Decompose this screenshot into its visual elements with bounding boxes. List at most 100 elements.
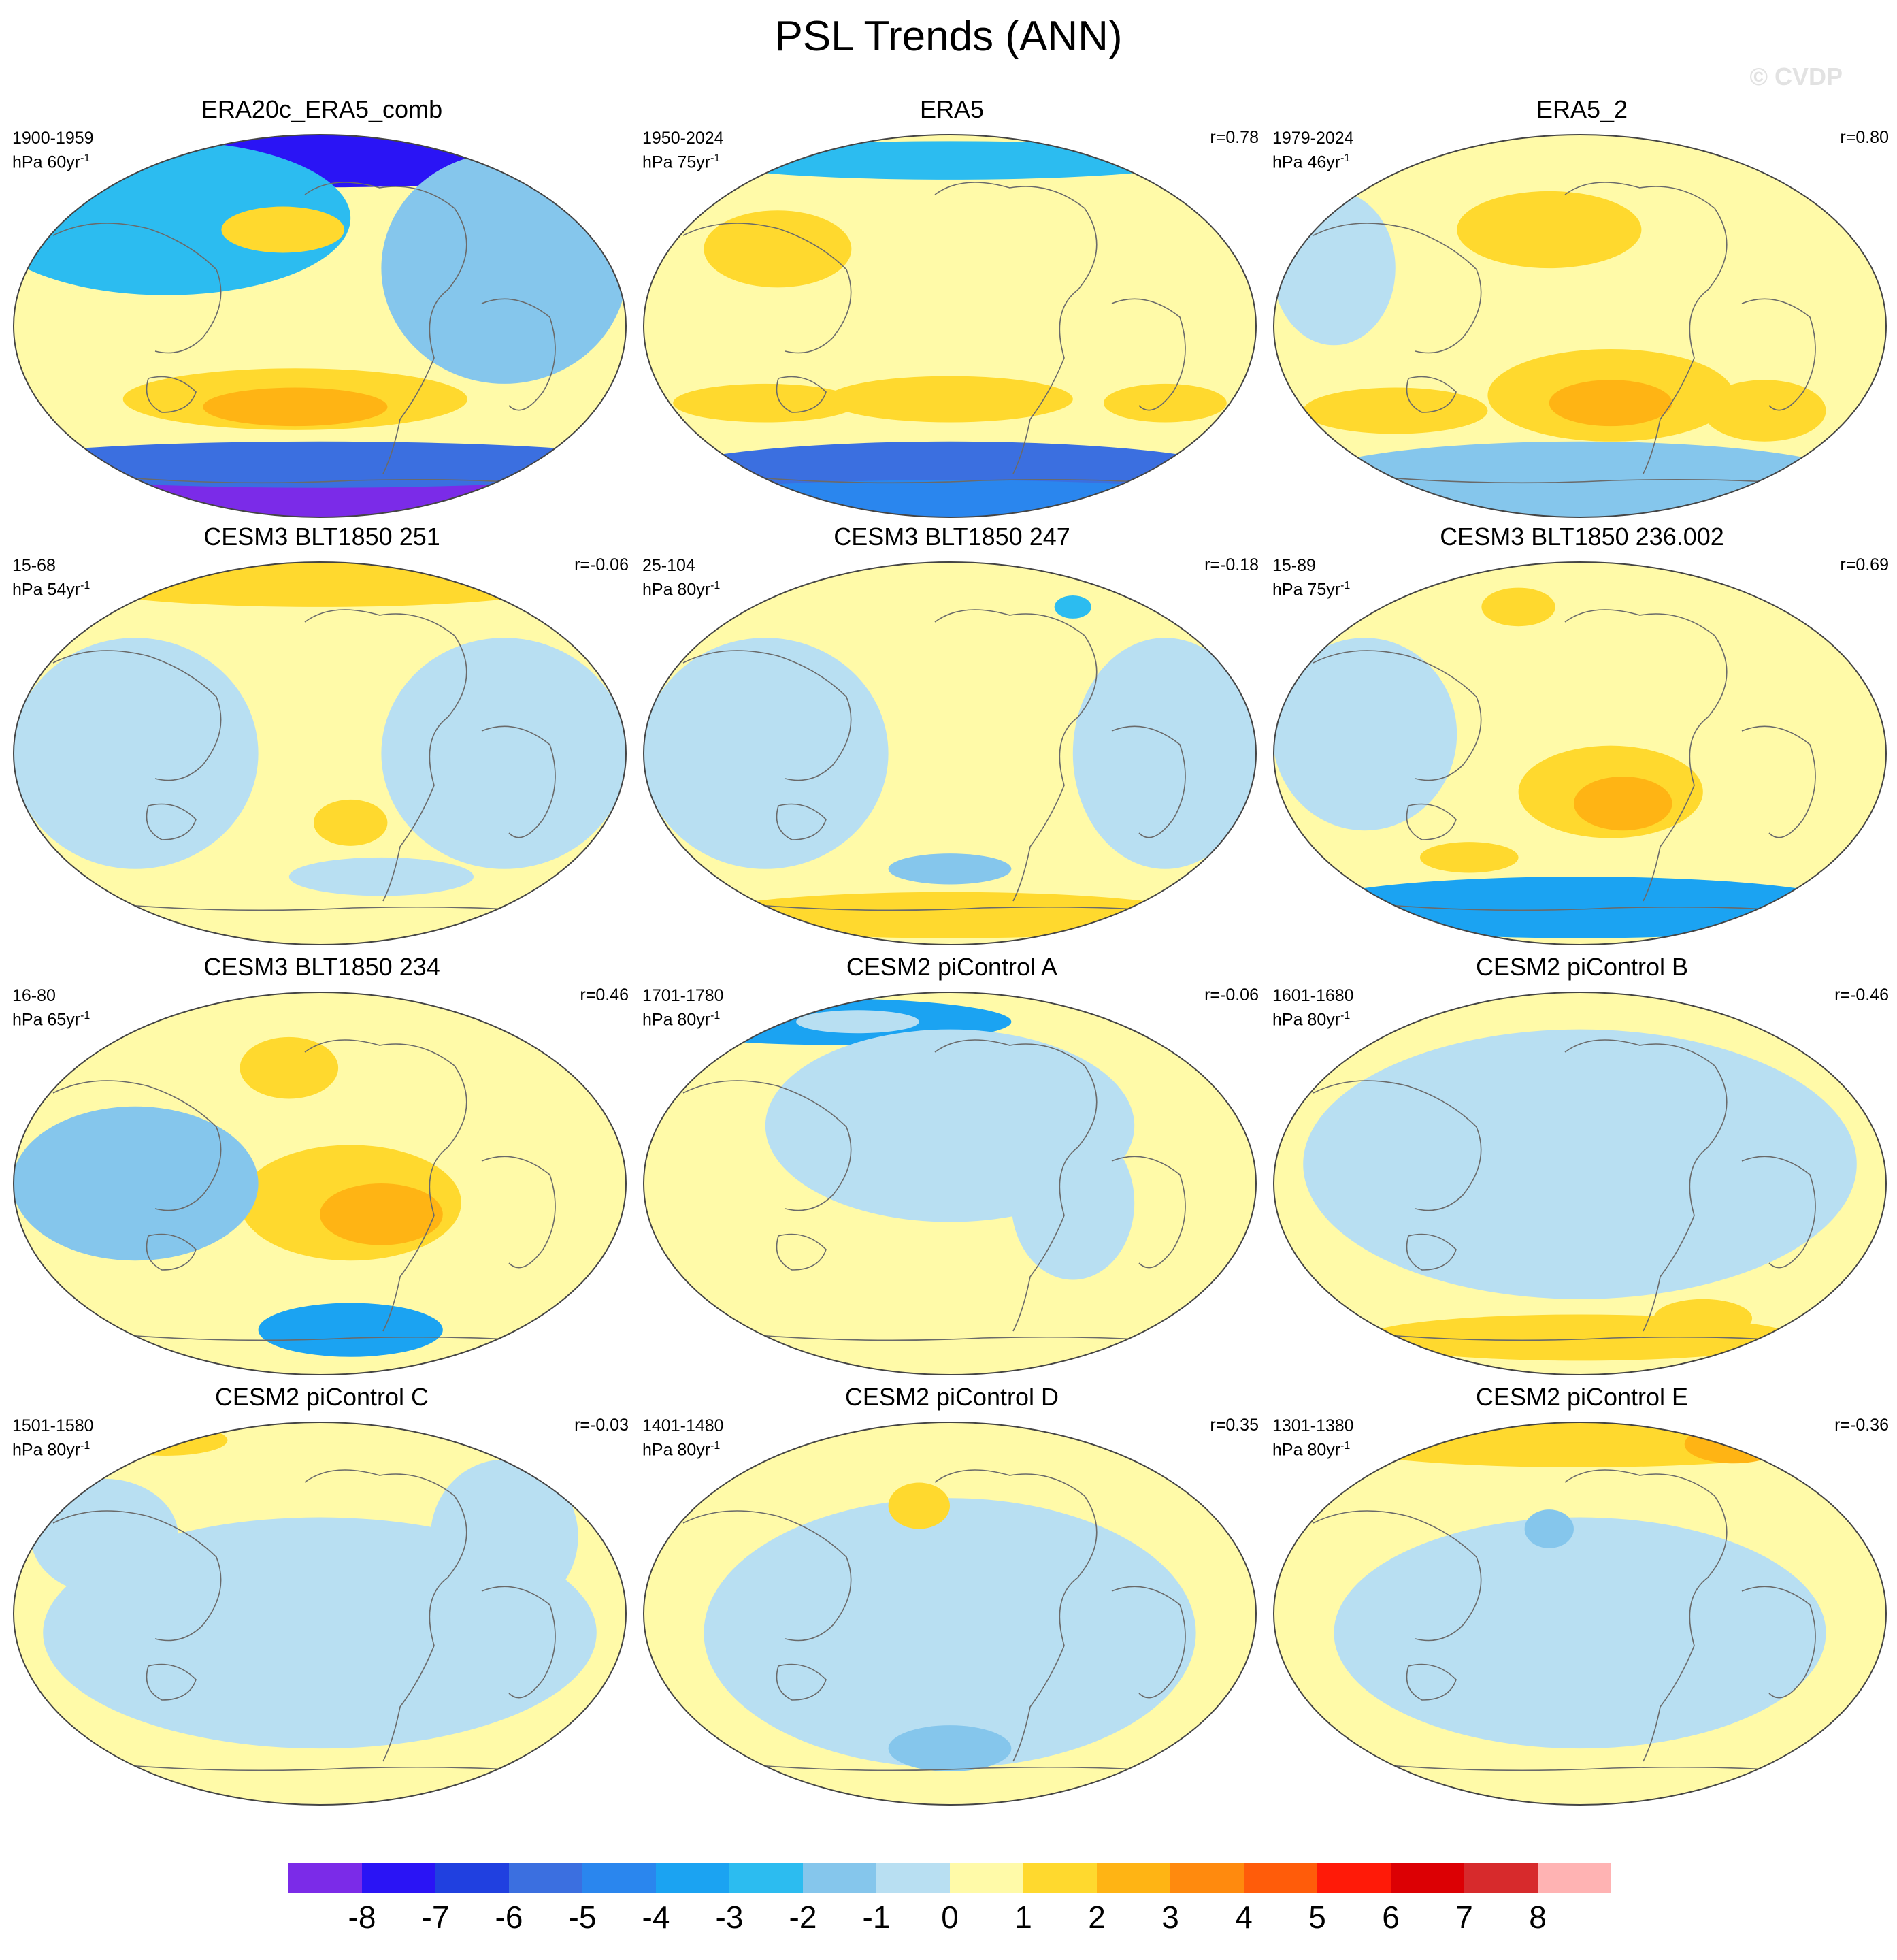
panel-title: CESM3 BLT1850 251 [203, 523, 440, 551]
coastline [1111, 1156, 1186, 1269]
coastline [146, 803, 197, 840]
coastline [52, 223, 222, 354]
panel-correlation: r=0.35 [1210, 1416, 1259, 1435]
coastline [1741, 298, 1816, 411]
contour-region [1524, 1509, 1574, 1548]
colorbar [288, 1863, 1611, 1893]
contour-region [14, 441, 626, 488]
colorbar-tick-label: 5 [1308, 1899, 1326, 1935]
panel-period: 1301-1380 hPa 80yr-1 [1272, 1416, 1354, 1460]
panel-correlation: r=0.69 [1840, 555, 1889, 574]
panel-period: 25-104 hPa 80yr-1 [642, 556, 721, 600]
coastline [52, 650, 222, 781]
map-panel: CESM2 piControl C 1501-1580 hPa 80yr-1 r=-0… [12, 1383, 631, 1820]
map-field [13, 561, 627, 945]
coastline [682, 650, 852, 781]
coastline [481, 1156, 556, 1269]
coastline [1564, 182, 1728, 474]
colorbar-tick-label: 4 [1235, 1899, 1253, 1935]
coastline [776, 376, 827, 413]
colorbar-tick-label: -4 [642, 1899, 670, 1935]
contour-region [644, 638, 889, 869]
map-panel: ERA20c_ERA5_comb 1900-1959 hPa 60yr-1 [12, 95, 631, 532]
contour-region [704, 210, 852, 288]
map-panel: CESM3 BLT1850 251 15-68 hPa 54yr-1 r=-0.06 [12, 523, 631, 960]
contour-region [1054, 595, 1091, 619]
colorbar-box [729, 1863, 803, 1893]
colorbar-box [1244, 1863, 1317, 1893]
panel-period: 16-80 hPa 65yr-1 [12, 986, 90, 1030]
map-panel: ERA5 1950-2024 hPa 75yr-1 r=0.78 [642, 95, 1261, 532]
coastline [304, 1039, 467, 1332]
contour-region [381, 638, 626, 869]
panel-period: 1900-1959 hPa 60yr-1 [12, 129, 94, 172]
coastline [1406, 1663, 1457, 1701]
contour-region [644, 480, 1256, 517]
map-field [643, 1422, 1257, 1806]
coastline [776, 1663, 827, 1701]
map-field [1273, 561, 1887, 945]
contour-region [1303, 877, 1857, 938]
colorbar-tick-label: -8 [348, 1899, 376, 1935]
panel-correlation: r=0.46 [580, 985, 629, 1004]
coastline [682, 1510, 852, 1642]
contour-region [1072, 638, 1256, 869]
watermark: © CVDP [1749, 63, 1843, 91]
map-panel: ERA5_2 1979-2024 hPa 46yr-1 r=0.80 [1272, 95, 1892, 532]
contour-region [704, 892, 1196, 938]
contour-region [1702, 380, 1826, 442]
panel-title: ERA5_2 [1536, 95, 1628, 123]
contour-region [1274, 638, 1457, 831]
panel-correlation: r=-0.06 [574, 555, 629, 574]
contour-region [673, 383, 858, 423]
coastline [481, 1586, 556, 1699]
panel-period: 1401-1480 hPa 80yr-1 [642, 1416, 724, 1460]
coastline [146, 1233, 197, 1271]
contour-region [258, 1303, 443, 1357]
coastline [481, 725, 556, 838]
colorbar-box [1317, 1863, 1391, 1893]
coastline [1111, 1586, 1186, 1699]
coastline [1313, 650, 1482, 781]
coastline [934, 1039, 1098, 1332]
colorbar-box [803, 1863, 876, 1893]
colorbar-tick-label: 2 [1088, 1899, 1106, 1935]
map-panel: CESM2 piControl D 1401-1480 hPa 80yr-1 r=0.… [642, 1383, 1261, 1820]
contour-region [31, 1478, 179, 1595]
colorbar-tick-label: 1 [1015, 1899, 1032, 1935]
colorbar-box [1464, 1863, 1538, 1893]
map-outline [13, 134, 627, 518]
contour-region [827, 376, 1073, 423]
panel-correlation: r=-0.46 [1834, 985, 1889, 1004]
coastline [1741, 1586, 1816, 1699]
map-field [1273, 1422, 1887, 1806]
map-outline [1273, 561, 1887, 945]
colorbar-tick-label: -7 [421, 1899, 450, 1935]
panel-correlation: r=0.80 [1840, 128, 1889, 147]
colorbar-box [1391, 1863, 1464, 1893]
chart-title: PSL Trends (ANN) [774, 13, 1123, 60]
coastline [776, 1233, 827, 1271]
panel-period: 1950-2024 hPa 75yr-1 [642, 129, 724, 172]
coastline [146, 376, 197, 413]
map-outline [643, 1422, 1257, 1806]
map-field [13, 134, 627, 518]
contour-region [1653, 1298, 1753, 1338]
contour-region [313, 799, 388, 846]
contour-region [704, 1498, 1196, 1768]
coastline [52, 1080, 222, 1211]
contour-region [381, 152, 626, 384]
coastline [776, 803, 827, 840]
contour-region [1549, 380, 1672, 427]
map-field [1273, 134, 1887, 518]
colorbar-tick-label: -1 [862, 1899, 891, 1935]
colorbar-tick-label: 7 [1455, 1899, 1473, 1935]
map-outline [643, 992, 1257, 1375]
coastline [682, 1080, 852, 1211]
contour-region [240, 1036, 339, 1099]
colorbar-box [509, 1863, 582, 1893]
contour-region [14, 1106, 259, 1261]
panel-period: 15-89 hPa 75yr-1 [1272, 556, 1351, 600]
contour-region [1303, 387, 1488, 434]
panel-title: CESM2 piControl C [214, 1383, 429, 1411]
